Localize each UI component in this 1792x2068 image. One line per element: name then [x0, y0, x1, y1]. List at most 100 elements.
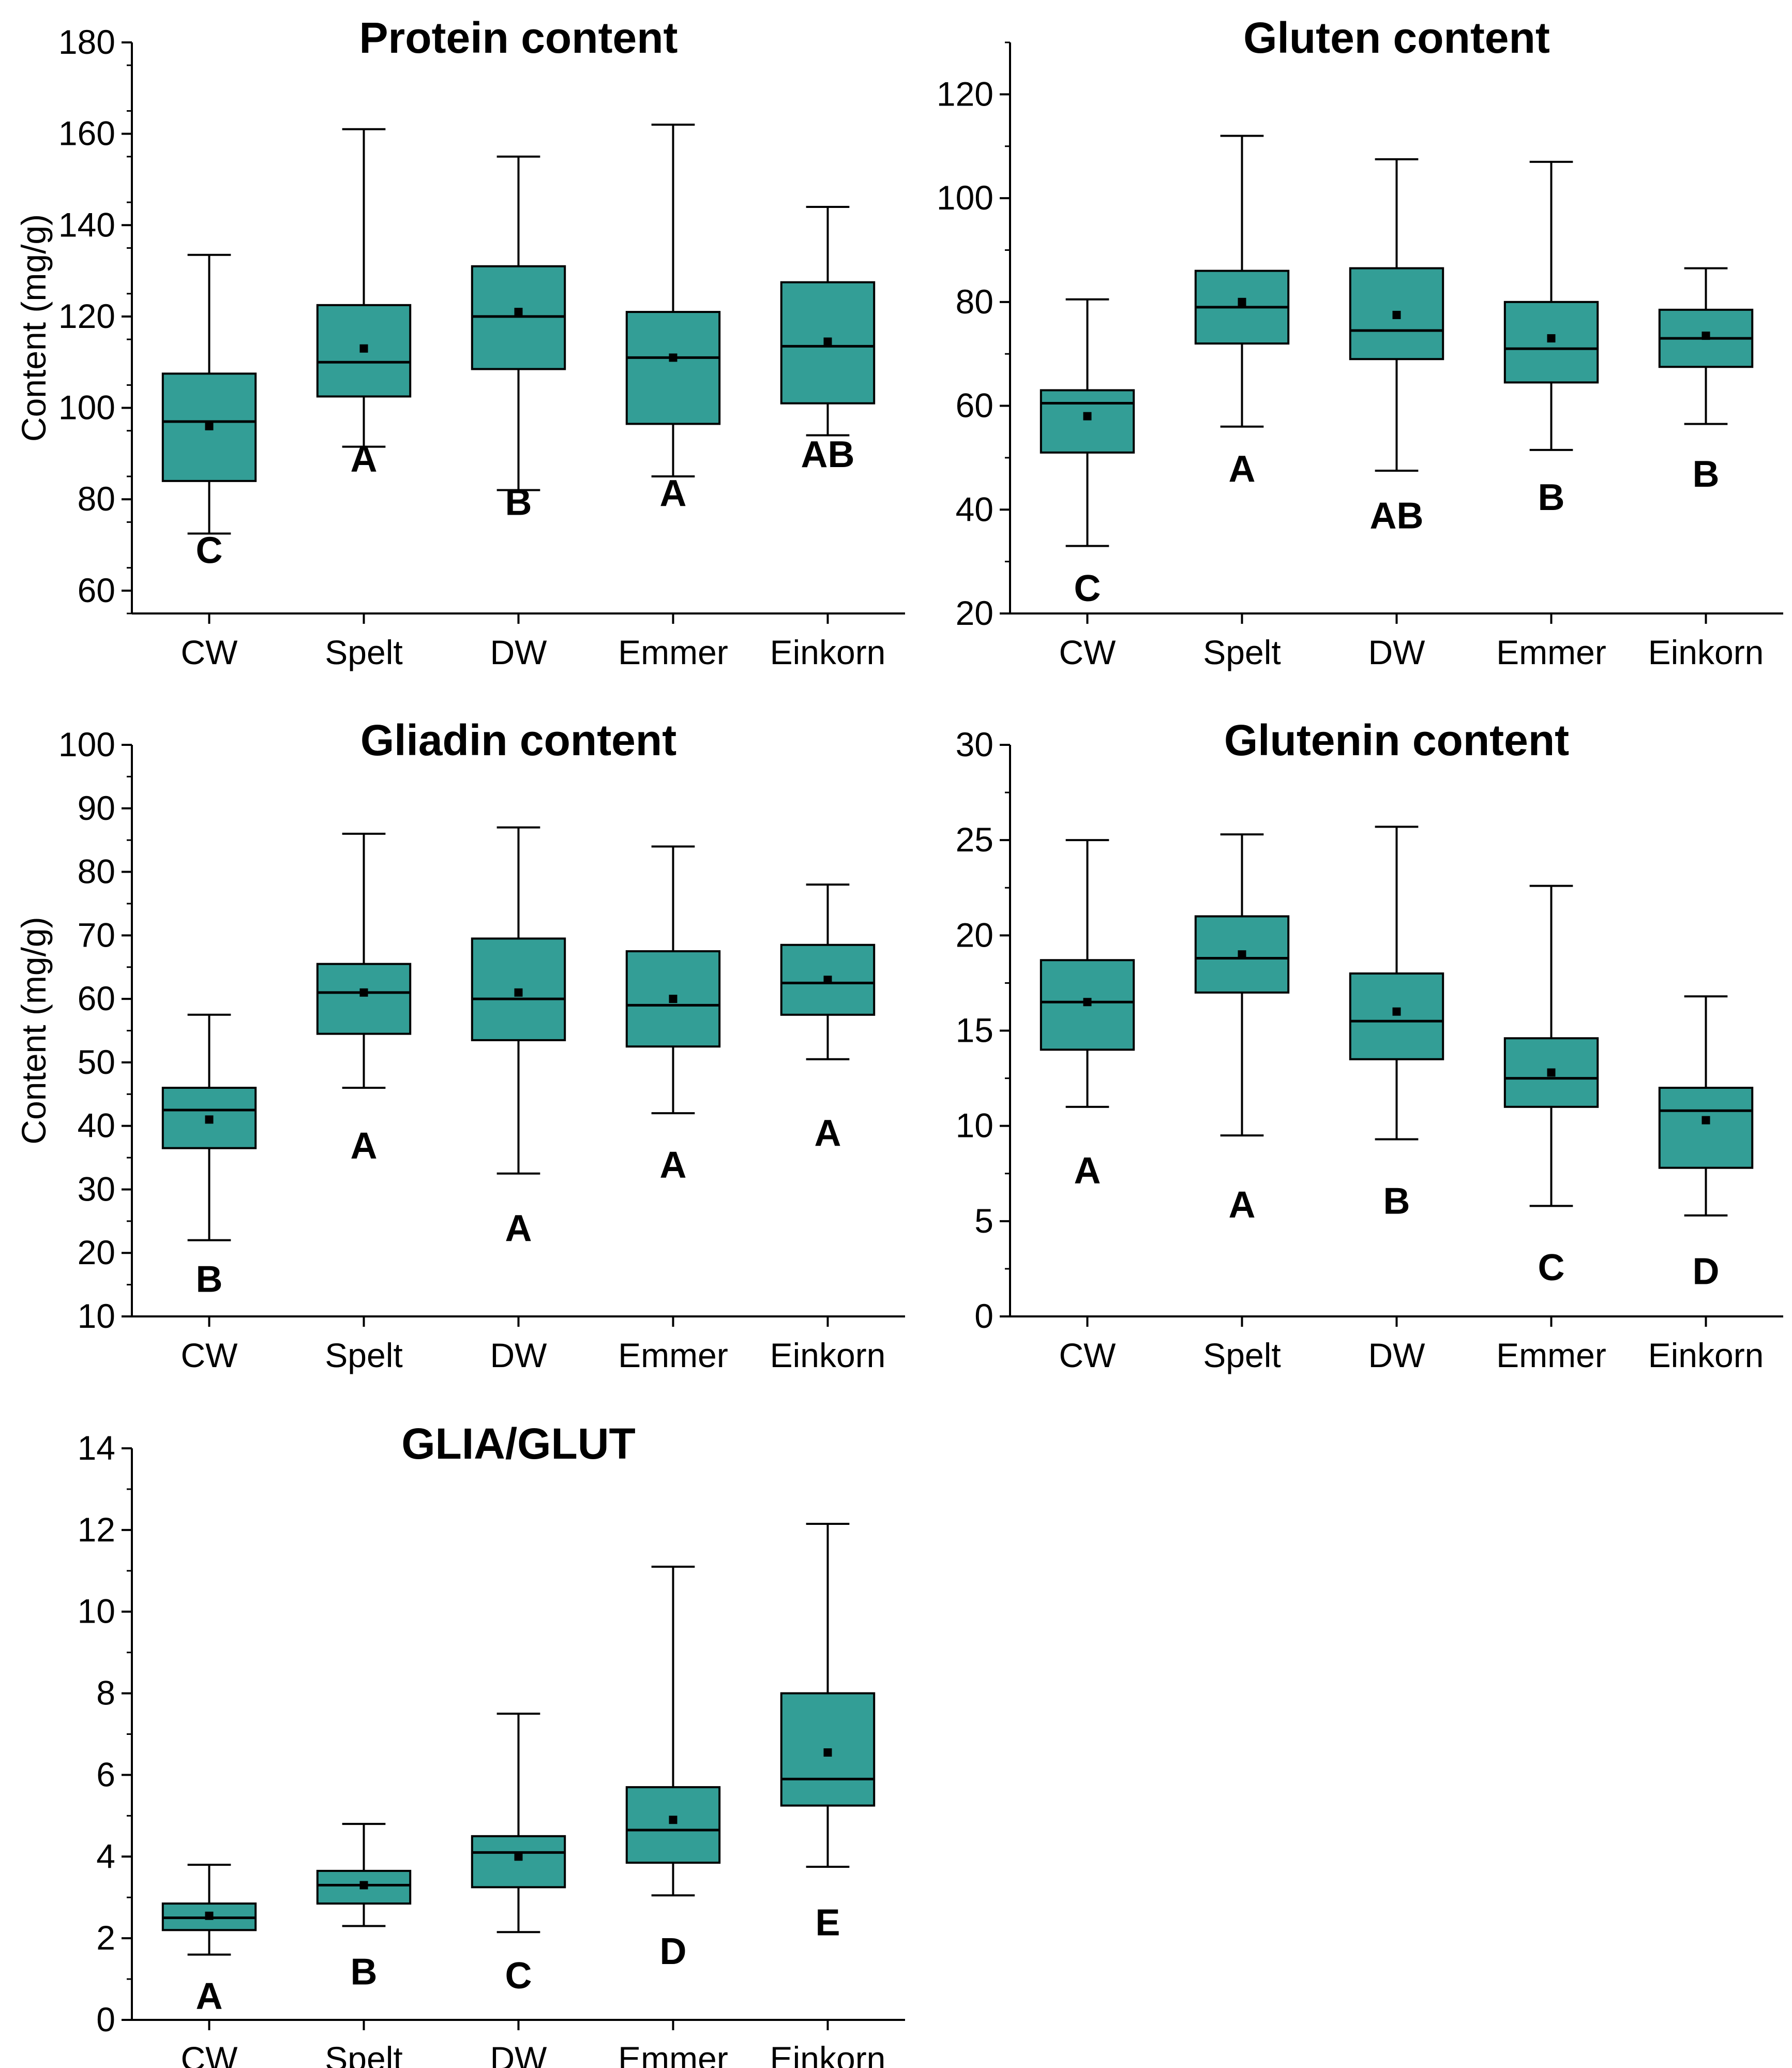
x-tick-label-emmer: Emmer — [1496, 1336, 1606, 1374]
y-tick-label: 50 — [78, 1043, 115, 1081]
box-einkorn: AB — [780, 205, 876, 475]
chart-panel-1: 60 80 100 120 140 160 180 CW Spelt DW Emmer Einkorn… — [14, 13, 905, 671]
x-tick-label-dw: DW — [490, 1336, 548, 1374]
y-tick-label: 12 — [78, 1510, 115, 1549]
box-emmer: A — [625, 845, 721, 1186]
y-tick-label: 0 — [96, 2000, 115, 2039]
y-tick-label: 120 — [58, 297, 115, 335]
x-tick-label-emmer: Emmer — [618, 1336, 728, 1374]
y-tick-label: 100 — [937, 178, 993, 217]
y-tick-label: 0 — [974, 1297, 993, 1335]
mean-marker — [823, 337, 832, 346]
chart-title: Glutenin content — [1224, 716, 1569, 765]
mean-marker — [514, 308, 523, 317]
box-spelt: A — [316, 128, 412, 480]
x-tick-label-emmer: Emmer — [618, 633, 728, 671]
x-tick-label-cw: CW — [181, 1336, 238, 1374]
y-tick-label: 20 — [956, 594, 993, 632]
mean-marker — [823, 1748, 832, 1757]
x-tick-label-einkorn: Einkorn — [1648, 1336, 1764, 1374]
chart-title: GLIA/GLUT — [401, 1419, 636, 1468]
y-tick-label: 4 — [96, 1837, 115, 1875]
significance-letter: B — [1693, 454, 1720, 495]
y-tick-label: 8 — [96, 1674, 115, 1712]
x-tick-label-einkorn: Einkorn — [770, 2040, 886, 2068]
mean-marker — [205, 422, 214, 430]
mean-marker — [1238, 297, 1246, 306]
y-tick-label: 60 — [78, 979, 115, 1017]
box-einkorn: B — [1658, 267, 1754, 495]
y-tick-label: 5 — [974, 1202, 993, 1240]
y-tick-label: 20 — [956, 916, 993, 954]
significance-letter: A — [1229, 1185, 1256, 1226]
significance-letter: AB — [801, 434, 855, 475]
y-tick-label: 140 — [58, 205, 115, 244]
mean-marker — [669, 995, 677, 1003]
y-tick-label: 30 — [956, 725, 993, 763]
y-tick-label: 6 — [96, 1755, 115, 1793]
chart-panel-5: 0 2 4 6 8 10 12 14 CW Spelt DW Emmer Einkorn GLIA/GLU… — [78, 1419, 905, 2068]
significance-letter: A — [196, 1976, 223, 2017]
x-tick-label-cw: CW — [1059, 633, 1117, 671]
x-tick-label-einkorn: Einkorn — [770, 1336, 886, 1374]
x-tick-label-emmer: Emmer — [1496, 633, 1606, 671]
chart-title: Protein content — [359, 13, 677, 62]
box-cw: A — [161, 1864, 257, 2017]
significance-letter: AB — [1370, 495, 1424, 536]
y-tick-label: 80 — [956, 282, 993, 321]
iqr-box — [1040, 389, 1135, 454]
y-tick-label: 40 — [78, 1106, 115, 1145]
significance-letter: A — [351, 439, 378, 480]
x-tick-label-spelt: Spelt — [325, 633, 402, 671]
significance-letter: A — [1229, 448, 1256, 490]
y-tick-label: 100 — [58, 388, 115, 427]
y-tick-label: 2 — [96, 1919, 115, 1957]
mean-marker — [1547, 1068, 1556, 1077]
chart-title: Gluten content — [1243, 13, 1550, 62]
x-tick-label-einkorn: Einkorn — [1648, 633, 1764, 671]
box-einkorn: A — [780, 883, 876, 1154]
iqr-box — [625, 311, 721, 425]
significance-letter: A — [660, 473, 687, 514]
mean-marker — [359, 988, 368, 997]
mean-marker — [205, 1115, 214, 1124]
box-einkorn: D — [1658, 995, 1754, 1293]
x-tick-label-spelt: Spelt — [1203, 633, 1281, 671]
mean-marker — [1083, 998, 1092, 1007]
x-tick-label-einkorn: Einkorn — [770, 633, 886, 671]
mean-marker — [1547, 334, 1556, 343]
box-dw: C — [471, 1713, 566, 1997]
significance-letter: C — [196, 530, 223, 571]
x-tick-label-cw: CW — [181, 633, 238, 671]
box-cw: C — [161, 253, 257, 571]
significance-letter: B — [505, 482, 532, 523]
box-emmer: B — [1503, 160, 1599, 518]
x-tick-label-cw: CW — [1059, 1336, 1117, 1374]
box-spelt: B — [316, 1823, 412, 1992]
y-tick-label: 120 — [937, 74, 993, 113]
mean-marker — [514, 988, 523, 997]
significance-letter: C — [1074, 568, 1101, 609]
mean-marker — [1083, 412, 1092, 421]
y-axis-title: Content (mg/g) — [14, 917, 53, 1144]
mean-marker — [359, 1881, 368, 1890]
significance-letter: C — [1538, 1247, 1565, 1288]
mean-marker — [1701, 332, 1710, 340]
y-axis-title: Content (mg/g) — [14, 214, 53, 442]
y-tick-label: 10 — [78, 1592, 115, 1630]
mean-marker — [669, 1816, 677, 1824]
box-emmer: D — [625, 1565, 721, 1972]
box-einkorn: E — [780, 1523, 876, 1944]
x-tick-label-dw: DW — [1368, 1336, 1426, 1374]
y-tick-label: 15 — [956, 1011, 993, 1050]
box-dw: B — [1349, 826, 1444, 1222]
chart-panel-4: 0 5 10 15 20 25 30 CW Spelt DW Emmer Einkorn Gluteni… — [956, 716, 1783, 1374]
x-tick-label-dw: DW — [1368, 633, 1426, 671]
significance-letter: B — [351, 1951, 378, 1992]
box-dw: AB — [1349, 158, 1444, 536]
y-tick-label: 80 — [78, 479, 115, 518]
y-tick-label: 14 — [78, 1429, 115, 1467]
box-spelt: A — [316, 832, 412, 1167]
chart-title: Gliadin content — [360, 716, 676, 765]
